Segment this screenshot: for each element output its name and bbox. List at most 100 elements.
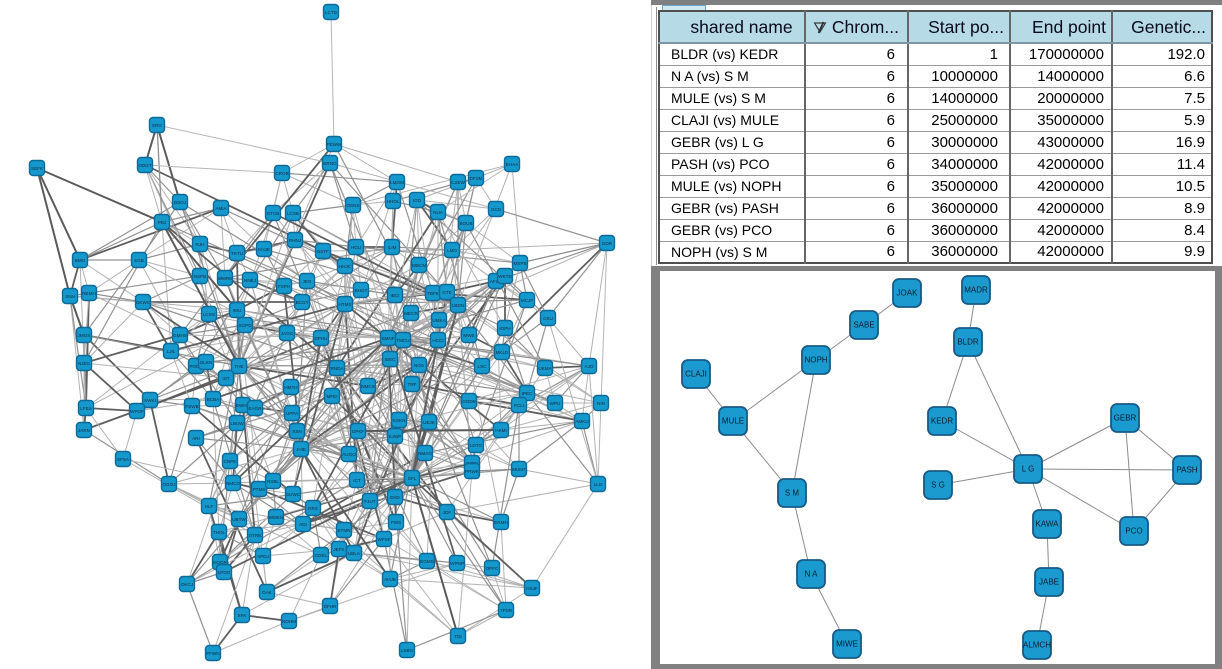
svg-text:LCSB: LCSB [287,211,299,216]
svg-text:PCO: PCO [1125,527,1142,536]
svg-text:PASH: PASH [1176,466,1197,475]
svg-text:NMCS: NMCS [361,384,375,389]
svg-text:RRS: RRS [308,506,318,511]
svg-text:LJIL: LJIL [167,349,176,354]
svg-text:FFWN: FFWN [206,651,219,656]
svg-text:MSPB: MSPB [513,261,526,266]
svg-text:SGB: SGB [134,258,144,263]
svg-text:LMO: LMO [447,248,457,253]
svg-text:HLF: HLF [205,504,214,509]
svg-text:PBJ: PBJ [158,220,166,225]
svg-text:BHGT: BHGT [355,288,368,293]
svg-text:AJO: AJO [585,364,594,369]
svg-text:IOPH: IOPH [499,326,510,331]
svg-text:NSBL: NSBL [267,479,279,484]
svg-text:WMKN: WMKN [269,515,284,520]
svg-text:WKTD: WKTD [498,274,512,279]
svg-text:UEJK: UEJK [423,420,436,425]
svg-text:WBCM: WBCM [412,263,427,268]
svg-text:UMKA: UMKA [432,318,446,323]
svg-text:IDEC: IDEC [385,357,397,362]
svg-text:MCJF: MCJF [521,298,533,303]
svg-text:TRF: TRF [408,382,417,387]
svg-text:AFCP: AFCP [490,279,502,284]
svg-text:IMU: IMU [233,308,241,313]
svg-text:MADR: MADR [964,286,988,295]
svg-text:LFES: LFES [80,406,92,411]
svg-text:FEWW: FEWW [327,142,342,147]
svg-text:ODGT: ODGT [138,163,151,168]
svg-text:THE: THE [234,364,243,369]
svg-text:HMTH: HMTH [284,385,297,390]
svg-text:EGMS: EGMS [420,559,434,564]
svg-text:KAWA: KAWA [1036,520,1060,529]
svg-text:HSJF: HSJF [526,586,538,591]
svg-text:CDEL: CDEL [315,553,328,558]
svg-text:DPHU: DPHU [314,336,327,341]
svg-text:JDF: JDF [443,510,452,515]
svg-text:THOL: THOL [213,530,226,535]
svg-text:UBTW: UBTW [232,517,246,522]
svg-text:KOKN: KOKN [392,418,405,423]
svg-text:KEDR: KEDR [931,417,953,426]
svg-text:EWHC: EWHC [236,403,251,408]
svg-text:NIN: NIN [597,401,605,406]
svg-text:LPDO: LPDO [218,570,231,575]
svg-text:OKCJ: OKCJ [181,582,193,587]
svg-text:JABE: JABE [1039,578,1059,587]
svg-text:GTCB: GTCB [267,211,280,216]
svg-text:UPPA: UPPA [286,411,299,416]
svg-text:NJEG: NJEG [78,361,91,366]
svg-text:LBDN: LBDN [452,303,464,308]
svg-text:ETMN: ETMN [337,528,350,533]
svg-text:NMAG: NMAG [418,451,432,456]
svg-text:SNN: SNN [65,294,75,299]
svg-text:LBUW: LBUW [230,421,244,426]
svg-text:GTE: GTE [442,290,451,295]
svg-text:RHNJ: RHNJ [289,238,301,243]
svg-text:ADI: ADI [299,522,307,527]
svg-text:JEFK: JEFK [333,547,345,552]
svg-text:LDTG: LDTG [470,443,483,448]
svg-text:BSTF: BSTF [317,249,329,254]
svg-text:SMNF: SMNF [381,336,394,341]
svg-text:EAGR: EAGR [248,406,262,411]
svg-text:GLKN: GLKN [200,360,213,365]
svg-text:MECR: MECR [404,311,418,316]
svg-text:LCTD: LCTD [325,10,338,15]
svg-text:JOAK: JOAK [897,289,919,298]
svg-text:NSPB: NSPB [194,274,207,279]
svg-text:KHJE: KHJE [258,247,270,252]
svg-text:TMCU: TMCU [396,338,409,343]
svg-text:DAK: DAK [262,590,272,595]
svg-text:HCCI: HCCI [432,338,443,343]
svg-text:SFSA: SFSA [117,457,130,462]
svg-text:SEFK: SEFK [31,166,44,171]
svg-text:BMO: BMO [75,258,86,263]
svg-text:UKMA: UKMA [538,366,552,371]
svg-text:LMOM: LMOM [390,180,404,185]
svg-text:JMOS: JMOS [78,333,91,338]
svg-text:N A: N A [805,570,819,579]
svg-text:CLAJI: CLAJI [685,370,707,379]
svg-text:HKMI: HKMI [495,428,506,433]
svg-text:L G: L G [1022,465,1035,474]
svg-text:CNPE: CNPE [224,459,237,464]
svg-text:RNDA: RNDA [330,366,344,371]
svg-text:KOGR: KOGR [213,560,227,565]
svg-text:LSC: LSC [478,364,488,369]
svg-text:CROB: CROB [275,171,288,176]
svg-text:IGD: IGD [413,198,422,203]
svg-text:FSPH: FSPH [278,284,290,289]
svg-text:BSOJ: BSOJ [174,200,186,205]
svg-text:HGU: HGU [351,245,361,250]
svg-text:DFSM: DFSM [469,176,482,181]
svg-text:RJH: RJH [196,242,205,247]
svg-text:REMH: REMH [82,291,96,296]
svg-text:AHJB: AHJB [384,577,396,582]
svg-text:MUMT: MUMT [512,467,526,472]
svg-text:TDI: TDI [454,634,461,639]
svg-text:WPNP: WPNP [450,561,464,566]
svg-text:ARI: ARI [192,436,200,441]
svg-text:KJWP: KJWP [389,434,402,439]
